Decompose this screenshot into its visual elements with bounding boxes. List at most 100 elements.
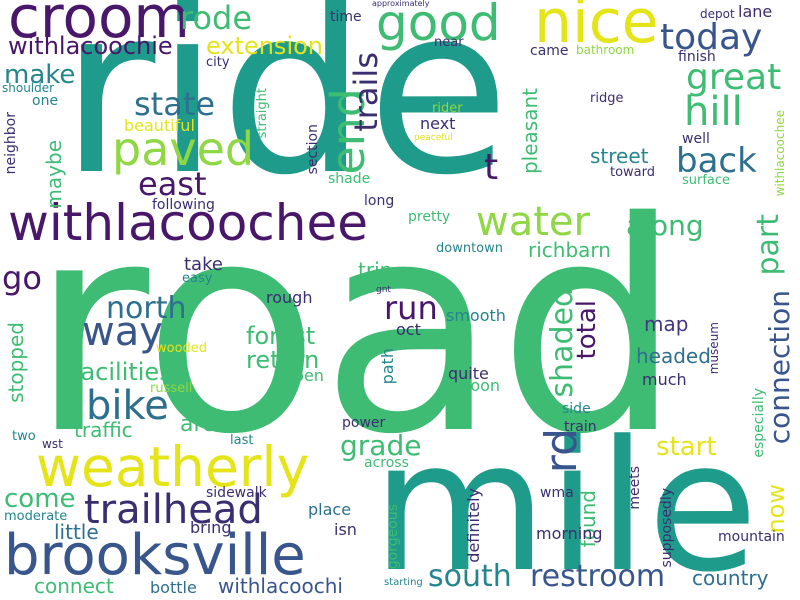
word-country: country (692, 566, 769, 590)
word-north: north (106, 291, 187, 326)
word-little: little (54, 520, 99, 544)
word-water: water (476, 199, 590, 245)
word-stopped: stopped (4, 322, 28, 403)
word-area: area (180, 412, 230, 437)
word-mile: mile (372, 403, 759, 600)
word-t: t (484, 147, 499, 188)
word-nice: nice (534, 0, 659, 57)
word-oct: oct (396, 320, 421, 339)
word-croom: croom (8, 0, 190, 51)
word-richbarn: richbarn (528, 238, 611, 262)
word-headed: headed (636, 344, 711, 368)
word-restroom: restroom (530, 559, 666, 594)
word-go: go (2, 259, 42, 297)
word-section: section (305, 124, 321, 175)
word-rider: rider (432, 101, 463, 116)
word-power: power (342, 415, 386, 431)
word-isn: isn (334, 520, 357, 539)
word-museum: museum (707, 322, 721, 375)
word-street: street (590, 144, 649, 168)
word-map: map (644, 312, 689, 336)
word-downtown: downtown (436, 241, 503, 256)
word-sidewalk: sidewalk (206, 485, 267, 501)
word-withlacoochi: withlacoochi (218, 574, 343, 598)
word-rode: rode (180, 0, 253, 37)
word-smooth: smooth (446, 306, 506, 325)
word-russell: russell (150, 381, 193, 396)
word-pretty: pretty (408, 209, 451, 225)
word-take: take (184, 254, 223, 275)
word-wma: wma (540, 485, 574, 501)
word-bottle: bottle (150, 578, 197, 597)
word-well: well (682, 131, 710, 147)
word-traffic: traffic (74, 418, 133, 442)
word-soon: soon (462, 376, 501, 395)
word-last: last (230, 433, 254, 448)
word-train: train (564, 419, 597, 435)
word-gorgeous: gorgeous (385, 504, 401, 570)
word-depot: depot (700, 7, 735, 21)
word-especially: especially (751, 388, 767, 458)
word-approximately: approximately (372, 0, 430, 8)
word-withlacoochee-small: withlacoochee (773, 110, 787, 197)
word-weatherly: weatherly (36, 435, 310, 499)
word-connect: connect (34, 574, 114, 598)
word-supposedly: supposedly (659, 488, 675, 568)
word-south: south (428, 559, 512, 594)
word-start: start (656, 432, 717, 462)
word-one: one (32, 93, 59, 109)
word-straight: straight (255, 88, 270, 139)
word-hill: hill (684, 89, 743, 135)
word-way: way (82, 309, 163, 355)
word-trip: trip (358, 258, 393, 282)
word-side: side (562, 401, 591, 417)
word-paved: paved (112, 122, 255, 176)
word-road: road (30, 161, 683, 498)
word-bathroom: bathroom (576, 43, 635, 57)
word-long: long (364, 193, 395, 209)
word-trails: trails (347, 52, 385, 132)
word-back: back (676, 141, 757, 181)
word-pleasant: pleasant (518, 88, 542, 175)
word-withlacoochee: withlacoochee (8, 194, 368, 252)
word-wooded: wooded (156, 341, 208, 356)
word-starting: starting (384, 577, 423, 588)
word-shade: shade (328, 171, 371, 187)
word-mountain: mountain (718, 529, 785, 545)
word-moderate: moderate (4, 509, 68, 524)
word-today: today (660, 17, 763, 58)
word-next: next (420, 114, 456, 133)
word-ridge: ridge (590, 91, 624, 106)
word-rough: rough (266, 288, 313, 307)
word-path: path (378, 348, 397, 385)
word-meets: meets (627, 466, 643, 510)
word-gnt: gnt (376, 285, 391, 295)
word-easy: easy (182, 271, 213, 286)
word-facilities: facilities (72, 358, 172, 386)
word-forest: forest (246, 322, 316, 350)
word-trailhead: trailhead (84, 487, 263, 533)
word-city: city (206, 55, 230, 70)
word-much: much (642, 370, 687, 389)
word-place: place (308, 500, 352, 519)
word-toward: toward (610, 165, 656, 180)
word-grade: grade (340, 429, 422, 462)
word-morning: morning (536, 524, 603, 543)
word-following: following (152, 197, 215, 213)
word-surface: surface (682, 173, 731, 188)
word-open: open (284, 366, 324, 385)
word-bring: bring (190, 518, 232, 537)
word-finish: finish (678, 49, 716, 65)
word-return: return (246, 346, 320, 374)
word-lane: lane (738, 2, 773, 21)
word-near: near (434, 35, 464, 50)
word-connection: connection (763, 290, 796, 445)
word-part: part (751, 214, 786, 276)
word-two: two (12, 429, 36, 444)
word-bike: bike (86, 383, 169, 429)
word-came: came (530, 43, 569, 59)
word-wst: wst (42, 437, 63, 451)
word-across: across (364, 455, 409, 471)
word-time: time (330, 9, 362, 25)
